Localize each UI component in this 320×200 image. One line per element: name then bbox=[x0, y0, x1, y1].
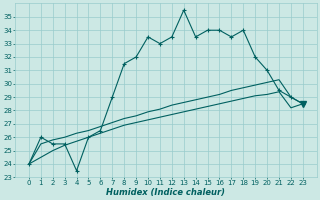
X-axis label: Humidex (Indice chaleur): Humidex (Indice chaleur) bbox=[106, 188, 225, 197]
